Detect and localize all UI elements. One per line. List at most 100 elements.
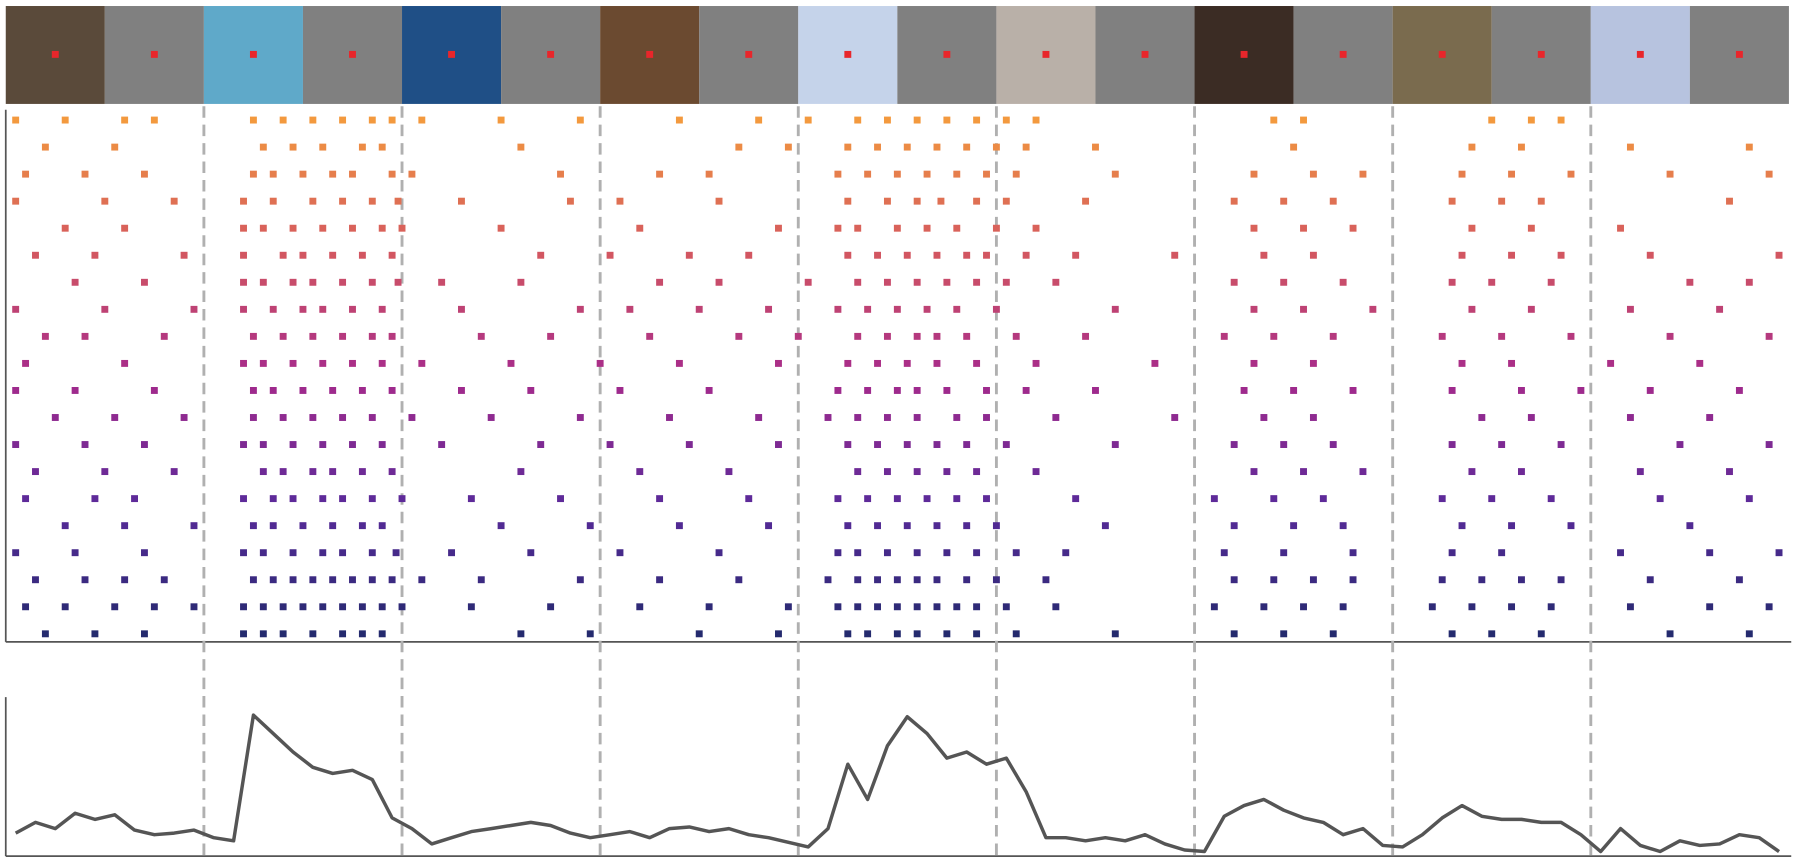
spike bbox=[358, 251, 366, 259]
spike bbox=[933, 522, 941, 530]
spike bbox=[923, 170, 931, 178]
spike bbox=[368, 332, 376, 340]
spike bbox=[467, 495, 475, 503]
spike bbox=[1349, 224, 1357, 232]
spike bbox=[943, 468, 951, 476]
spike bbox=[883, 468, 891, 476]
spike bbox=[1508, 603, 1516, 611]
spike bbox=[913, 549, 921, 557]
spike bbox=[41, 630, 49, 638]
spike bbox=[1022, 251, 1030, 259]
spike bbox=[329, 386, 337, 394]
spike bbox=[1329, 630, 1337, 638]
spike bbox=[358, 468, 366, 476]
spike bbox=[190, 522, 198, 530]
spike bbox=[299, 603, 307, 611]
spike bbox=[705, 386, 713, 394]
spike bbox=[388, 468, 396, 476]
spike bbox=[61, 224, 69, 232]
spike bbox=[329, 522, 337, 530]
spike bbox=[576, 305, 584, 313]
spike bbox=[1547, 278, 1555, 286]
spike bbox=[646, 332, 654, 340]
spike bbox=[289, 359, 297, 367]
spike bbox=[150, 603, 158, 611]
spike bbox=[1686, 522, 1694, 530]
spike bbox=[1300, 305, 1307, 313]
spike bbox=[933, 143, 941, 151]
spike bbox=[992, 224, 1000, 232]
spike bbox=[1527, 116, 1535, 124]
spike bbox=[824, 576, 832, 584]
spike bbox=[1527, 414, 1535, 421]
spike bbox=[259, 359, 267, 367]
spike bbox=[923, 224, 931, 232]
spike bbox=[319, 549, 327, 557]
spike bbox=[715, 549, 723, 557]
spike bbox=[1230, 278, 1238, 286]
spike bbox=[874, 522, 881, 530]
spike bbox=[1468, 224, 1476, 232]
spike bbox=[1260, 251, 1268, 259]
spike bbox=[319, 305, 327, 313]
spike bbox=[279, 603, 287, 611]
spike bbox=[973, 603, 981, 611]
spike bbox=[1300, 603, 1307, 611]
spike bbox=[1280, 630, 1288, 638]
fixation-dot bbox=[1141, 50, 1149, 58]
spike bbox=[844, 522, 852, 530]
spike bbox=[874, 576, 881, 584]
spike bbox=[834, 603, 842, 611]
spike bbox=[765, 522, 773, 530]
spike bbox=[983, 170, 990, 178]
spike bbox=[883, 332, 891, 340]
spike bbox=[1319, 495, 1327, 503]
spike bbox=[913, 386, 921, 394]
spike bbox=[1726, 197, 1733, 205]
spike bbox=[675, 116, 683, 124]
spike bbox=[864, 305, 872, 313]
spike bbox=[299, 386, 307, 394]
spike bbox=[279, 468, 287, 476]
spike bbox=[1082, 197, 1090, 205]
spike bbox=[309, 197, 317, 205]
spike bbox=[12, 116, 20, 124]
spike bbox=[1557, 576, 1565, 584]
spike bbox=[1002, 441, 1010, 448]
spike bbox=[240, 305, 247, 313]
spike bbox=[240, 630, 247, 638]
spike bbox=[636, 603, 644, 611]
spike bbox=[1686, 278, 1694, 286]
spike bbox=[606, 251, 614, 259]
spike bbox=[1488, 630, 1496, 638]
spike bbox=[1448, 197, 1456, 205]
spike bbox=[240, 603, 247, 611]
spike bbox=[784, 603, 792, 611]
spike bbox=[32, 251, 39, 259]
spike bbox=[1329, 197, 1337, 205]
spike bbox=[854, 603, 862, 611]
spike bbox=[675, 522, 683, 530]
spike bbox=[1567, 170, 1575, 178]
spike bbox=[1666, 630, 1674, 638]
spike bbox=[150, 386, 158, 394]
spike bbox=[438, 278, 446, 286]
spike bbox=[854, 414, 862, 421]
spike bbox=[22, 170, 30, 178]
spike bbox=[394, 197, 402, 205]
spike bbox=[1745, 143, 1753, 151]
spike bbox=[71, 278, 79, 286]
spike bbox=[249, 386, 257, 394]
spike bbox=[1458, 251, 1466, 259]
spike bbox=[81, 441, 89, 448]
spike bbox=[735, 576, 743, 584]
spike bbox=[517, 143, 525, 151]
spike bbox=[1626, 603, 1634, 611]
spike bbox=[289, 576, 297, 584]
spike bbox=[1072, 495, 1080, 503]
spike bbox=[527, 549, 535, 557]
spike bbox=[1250, 468, 1258, 476]
spike bbox=[418, 116, 426, 124]
spike bbox=[656, 576, 664, 584]
spike bbox=[933, 603, 941, 611]
